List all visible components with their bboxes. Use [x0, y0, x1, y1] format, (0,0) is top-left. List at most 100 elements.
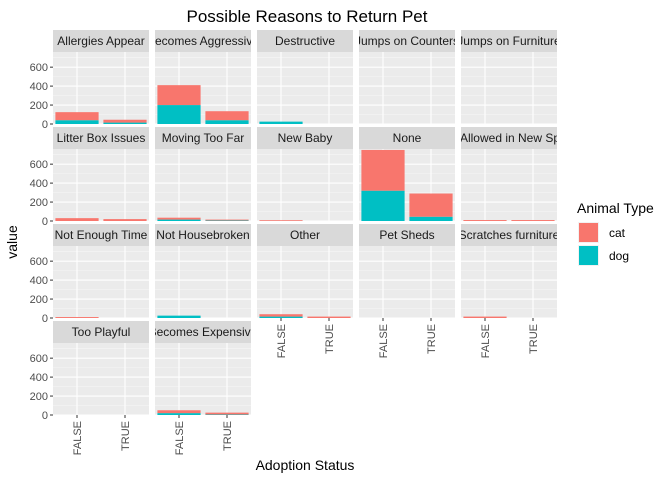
panel-background [257, 246, 353, 318]
x-axis-title: Adoption Status [256, 457, 355, 473]
y-tick-label: 600 [30, 256, 48, 268]
facet-strip [155, 30, 251, 52]
bar-cat [259, 220, 303, 221]
facet-panel: Too Playful 0 200 400 600 FALSE TRUE [30, 321, 149, 455]
facet-panel: Not Allowed in New Space [439, 127, 580, 222]
facet-strip-label: Scratches furniture [459, 228, 560, 242]
facet-panel: Litter Box Issues 0 200 400 600 [30, 127, 149, 228]
y-axis-title: value [4, 225, 20, 259]
bar-dog [259, 121, 303, 124]
panel-background [461, 149, 557, 221]
bar-dog [409, 216, 453, 221]
y-tick-label: 0 [42, 216, 48, 228]
y-tick-label: 0 [42, 313, 48, 325]
facet-strip [155, 127, 251, 149]
x-tick-label: FALSE [174, 421, 186, 455]
facet-strip-label: Jumps on Counters [355, 34, 459, 48]
y-tick-label: 200 [30, 100, 48, 112]
facet-strip [53, 321, 149, 343]
facet-strip [257, 30, 353, 52]
bar-dog [157, 413, 201, 415]
panel-background [53, 343, 149, 415]
chart-title: Possible Reasons to Return Pet [187, 7, 428, 26]
facet-strip [359, 127, 455, 149]
legend-key-cat [579, 223, 598, 242]
bar-cat [409, 193, 453, 217]
panel-background [53, 52, 149, 124]
panel-background [155, 149, 251, 221]
facet-strip [359, 30, 455, 52]
facet-panels: Allergies Appear 0 200 400 600 Becomes Aggres… [30, 30, 580, 455]
y-tick-label: 200 [30, 391, 48, 403]
y-tick-label: 400 [30, 372, 48, 384]
y-tick-label: 200 [30, 294, 48, 306]
facet-strip-label: Jumps on Furniture [457, 34, 561, 48]
y-tick-label: 400 [30, 178, 48, 190]
facet-strip-label: Moving Too Far [162, 131, 244, 145]
bar-cat [55, 112, 99, 121]
facet-panel: Destructive [257, 30, 353, 125]
y-tick-label: 200 [30, 197, 48, 209]
x-tick-label: FALSE [276, 324, 288, 358]
facet-strip-label: Destructive [275, 34, 335, 48]
legend-label-cat: cat [609, 226, 626, 240]
facet-panel: Scratches furniture FALSE TRUE [459, 224, 560, 358]
bar-dog [55, 120, 99, 124]
y-tick-label: 0 [42, 410, 48, 422]
bar-cat [463, 316, 507, 318]
y-tick-label: 400 [30, 275, 48, 287]
facet-strip-label: Pet Sheds [379, 228, 434, 242]
facet-strip [53, 30, 149, 52]
bar-cat [259, 314, 303, 317]
facet-panel: Not Housebroken [155, 224, 251, 319]
facet-strip-label: Not Enough Time [55, 228, 148, 242]
panel-background [359, 52, 455, 124]
facet-panel: Moving Too Far [155, 127, 251, 222]
bar-dog [103, 122, 147, 124]
y-tick-label: 600 [30, 159, 48, 171]
panel-background [359, 246, 455, 318]
legend-key-dog [579, 246, 598, 265]
bar-cat [511, 220, 555, 221]
bar-cat [361, 149, 405, 191]
legend-label-dog: dog [609, 249, 629, 263]
bar-cat [205, 219, 249, 221]
bar-cat [157, 410, 201, 414]
facet-strip [257, 224, 353, 246]
bar-cat [205, 412, 249, 415]
facet-strip [461, 30, 557, 52]
bar-cat [103, 119, 147, 123]
bar-cat [157, 217, 201, 220]
facet-strip-label: Not Allowed in New Space [439, 131, 580, 145]
panel-background [53, 246, 149, 318]
x-tick-label: FALSE [72, 421, 84, 455]
facet-strip [53, 127, 149, 149]
bar-cat [55, 218, 99, 221]
bar-dog [361, 190, 405, 221]
x-tick-label: TRUE [120, 421, 132, 451]
facet-strip-label: Other [290, 228, 320, 242]
facet-strip-label: Litter Box Issues [57, 131, 146, 145]
y-tick-label: 400 [30, 81, 48, 93]
facet-strip [359, 224, 455, 246]
facet-strip [461, 127, 557, 149]
x-tick-label: TRUE [324, 324, 336, 354]
facet-strip-label: Too Playful [72, 325, 131, 339]
bar-cat [103, 219, 147, 221]
bar-cat [307, 316, 351, 318]
facet-panel: Jumps on Furniture [457, 30, 561, 125]
panel-background [155, 246, 251, 318]
facet-strip-label: New Baby [278, 131, 333, 145]
facet-panel: Allergies Appear 0 200 400 600 [30, 30, 149, 131]
facet-panel: Pet Sheds FALSE TRUE [359, 224, 455, 358]
legend: Animal Type cat dog [577, 200, 654, 266]
panel-background [461, 246, 557, 318]
bar-dog [157, 219, 201, 221]
facet-panel: None [359, 127, 455, 222]
bar-dog [157, 315, 201, 318]
facet-strip-label: Allergies Appear [57, 34, 144, 48]
x-tick-label: TRUE [426, 324, 438, 354]
x-tick-label: TRUE [222, 421, 234, 451]
bar-dog [205, 120, 249, 124]
